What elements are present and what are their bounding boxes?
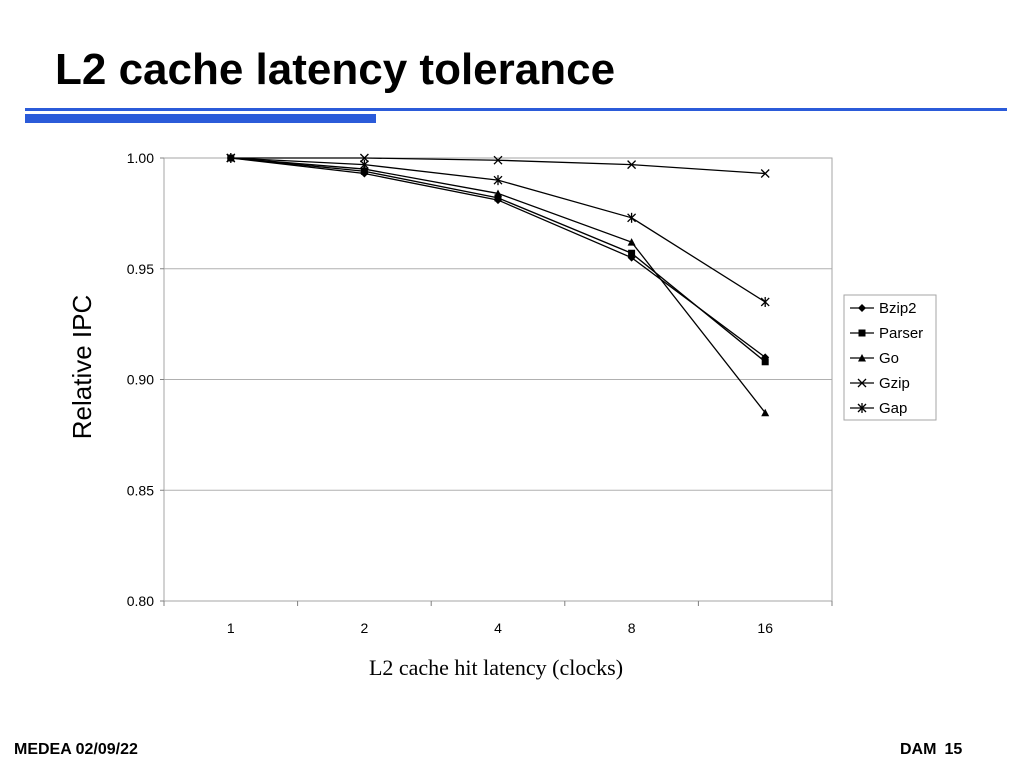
legend-swatch-marker bbox=[857, 378, 867, 388]
footer-author-page: DAM 15 bbox=[900, 741, 970, 759]
series-line-parser bbox=[230, 157, 766, 363]
data-point-gzip bbox=[359, 153, 369, 163]
legend-entry-bzip2: Bzip2 bbox=[850, 300, 917, 317]
legend-swatch-marker bbox=[858, 304, 866, 312]
footer-author: DAM bbox=[900, 741, 937, 758]
y-tick-label: 0.95 bbox=[127, 261, 154, 277]
marker-stroke bbox=[627, 160, 637, 170]
x-axis-label: L2 cache hit latency (clocks) bbox=[369, 655, 623, 680]
y-tick-label: 1.00 bbox=[127, 150, 154, 166]
legend-label-parser: Parser bbox=[879, 325, 923, 342]
series-line-bzip2 bbox=[230, 157, 766, 358]
data-point-gap bbox=[760, 296, 770, 307]
legend-label-bzip2: Bzip2 bbox=[879, 300, 917, 317]
footer-page-number: 15 bbox=[944, 741, 963, 758]
data-point-gzip bbox=[493, 155, 503, 165]
chart-legend: Bzip2 Parser Go Gzip Gap bbox=[843, 294, 937, 421]
x-tick-label: 16 bbox=[757, 620, 773, 636]
data-point-gap bbox=[627, 212, 637, 223]
legend-entry-parser: Parser bbox=[850, 325, 923, 342]
legend-swatch-marker bbox=[858, 329, 866, 337]
data-point-go bbox=[761, 408, 770, 417]
y-tick-label: 0.90 bbox=[127, 372, 154, 388]
x-tick-label: 1 bbox=[227, 620, 235, 636]
marker-stroke bbox=[857, 378, 867, 388]
legend-swatch-marker bbox=[857, 403, 867, 413]
data-point-gap bbox=[226, 153, 236, 163]
footer-event-date: MEDEA 02/09/22 bbox=[14, 741, 138, 758]
legend-entry-gzip: Gzip bbox=[850, 375, 910, 392]
legend-label-gap: Gap bbox=[879, 400, 907, 417]
title-rule-thick bbox=[25, 114, 376, 123]
legend-swatch-marker bbox=[858, 354, 866, 362]
chart-gridlines bbox=[164, 157, 832, 602]
series-parser bbox=[227, 154, 769, 366]
legend-label-gzip: Gzip bbox=[879, 375, 910, 392]
y-tick-label: 0.80 bbox=[127, 593, 154, 609]
data-point-go bbox=[494, 189, 502, 197]
chart-axes: 0.80 0.85 0.90 0.95 1.00 1 2 4 8 16 bbox=[127, 150, 833, 636]
series-gap bbox=[226, 153, 770, 307]
legend-entry-go: Go bbox=[850, 350, 899, 367]
marker-stroke bbox=[359, 153, 369, 163]
y-tick-label: 0.85 bbox=[127, 482, 154, 498]
data-point-parser bbox=[628, 249, 636, 257]
data-point-gzip bbox=[627, 160, 637, 170]
data-point-parser bbox=[761, 358, 769, 366]
data-point-gzip bbox=[760, 169, 770, 178]
series-go bbox=[226, 154, 770, 417]
legend-label-go: Go bbox=[879, 350, 899, 367]
title-rule-thin bbox=[25, 108, 1007, 111]
data-point-gap bbox=[359, 159, 369, 170]
y-axis-label: Relative IPC bbox=[67, 295, 97, 440]
marker-stroke bbox=[760, 169, 770, 178]
x-tick-label: 2 bbox=[361, 620, 369, 636]
legend-entry-gap: Gap bbox=[850, 400, 907, 417]
data-point-go bbox=[627, 238, 636, 246]
chart-series bbox=[226, 153, 770, 417]
x-tick-label: 4 bbox=[494, 620, 502, 636]
data-point-parser bbox=[494, 194, 502, 202]
slide-title: L2 cache latency tolerance bbox=[55, 45, 616, 94]
marker-stroke bbox=[493, 155, 503, 165]
data-point-gap bbox=[493, 175, 503, 186]
x-tick-label: 8 bbox=[628, 620, 636, 636]
